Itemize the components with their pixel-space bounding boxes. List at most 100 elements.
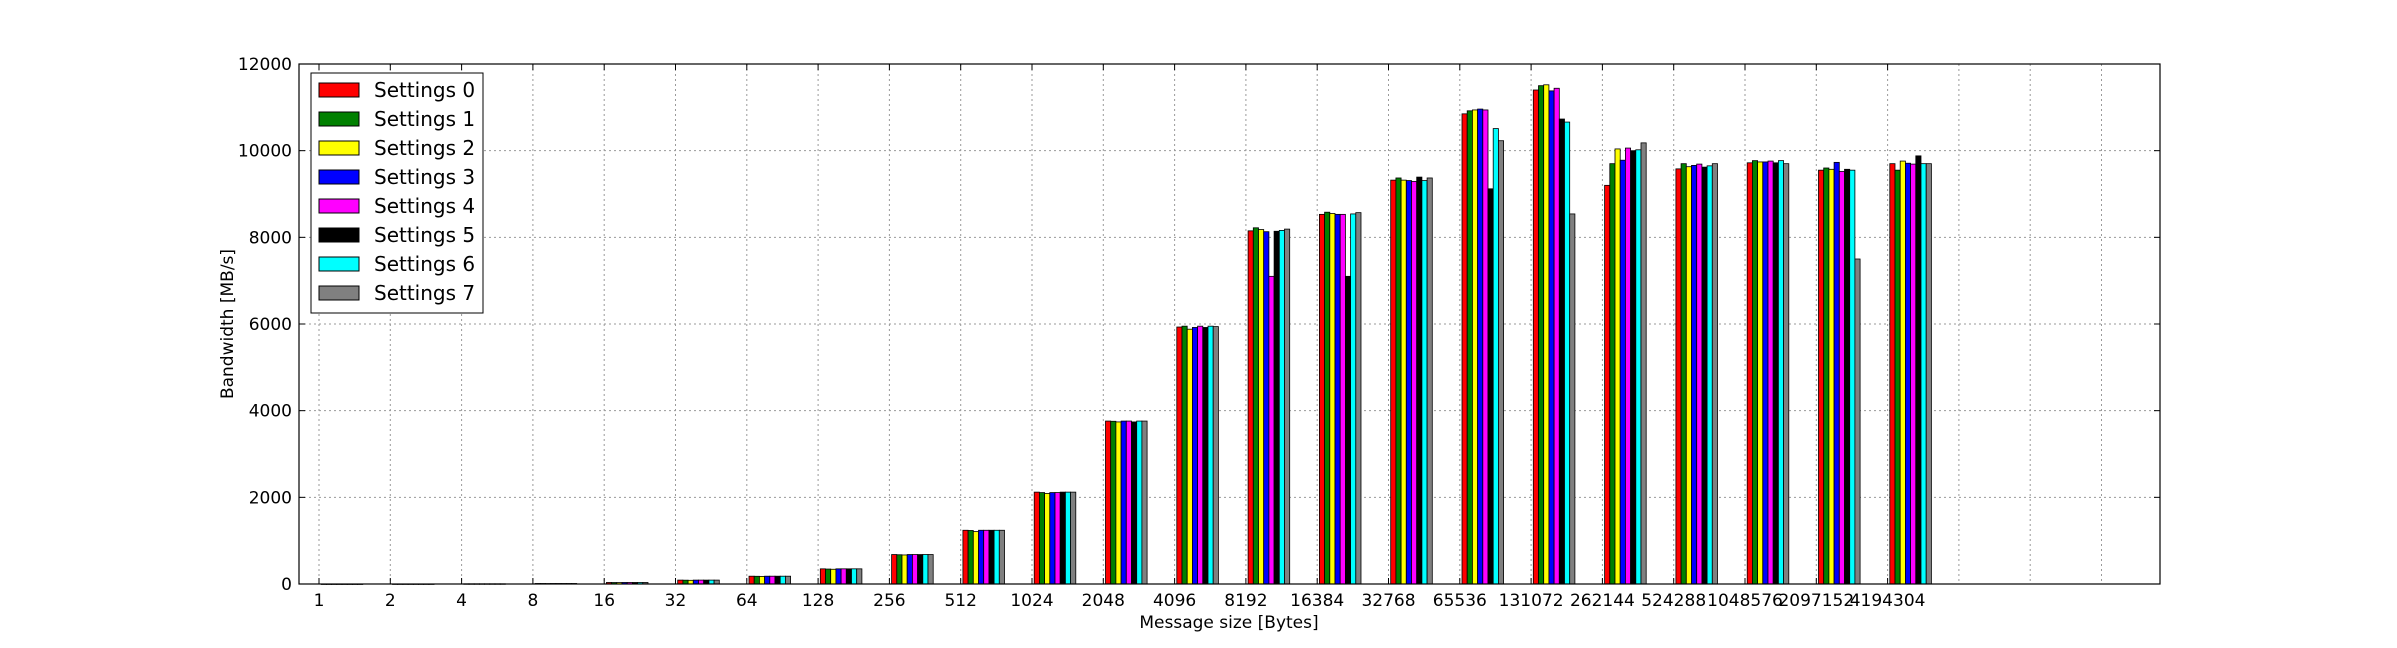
- bar-settings-7: [1212, 326, 1219, 585]
- bar-settings-5: [917, 554, 924, 585]
- bar-settings-0: [1461, 113, 1468, 585]
- bar-settings-5: [988, 529, 995, 585]
- x-axis-title: Message size [Bytes]: [1139, 613, 1318, 633]
- bar-settings-0: [1247, 230, 1254, 585]
- bar-settings-0: [1889, 163, 1896, 585]
- bar-settings-5: [1558, 118, 1565, 585]
- bar-settings-4: [769, 575, 776, 585]
- x-tick-label: 4096: [1153, 591, 1196, 611]
- x-tick-label: 65536: [1433, 591, 1487, 611]
- bar-settings-3: [1477, 108, 1484, 585]
- bar-settings-7: [1426, 177, 1433, 585]
- x-tick-label: 2097152: [1778, 591, 1854, 611]
- bar-settings-7: [1284, 228, 1291, 585]
- bar-settings-1: [1395, 177, 1402, 585]
- bar-settings-2: [1543, 84, 1550, 585]
- bar-settings-6: [1136, 420, 1143, 585]
- bar-settings-4: [1696, 163, 1703, 585]
- bar-settings-2: [759, 576, 766, 585]
- bar-settings-3: [1833, 161, 1840, 585]
- x-tick-label: 2048: [1082, 591, 1125, 611]
- bar-settings-0: [1675, 168, 1682, 585]
- bar-settings-3: [1691, 164, 1698, 585]
- bar-settings-0: [1746, 162, 1753, 585]
- bar-settings-4: [1125, 420, 1132, 585]
- bar-settings-1: [1680, 163, 1687, 585]
- axis-ticks: [299, 63, 2160, 585]
- bar-settings-7: [1925, 163, 1932, 585]
- bar-settings-2: [1899, 160, 1906, 585]
- x-tick-labels: 1 2 4 8 16 32 64 128 256 512 1024 2048 4096 8192 16384…: [314, 591, 1926, 611]
- bar-settings-2: [1472, 109, 1479, 585]
- bar-settings-4: [1767, 160, 1774, 585]
- legend-label: Settings 2: [374, 136, 475, 160]
- bar-settings-1: [1466, 110, 1473, 585]
- bar-settings-6: [1492, 128, 1499, 585]
- legend: Settings 0 Settings 1 Settings 2 Settings 3…: [310, 72, 484, 314]
- bar-settings-4: [1339, 213, 1346, 585]
- legend-swatch: [318, 256, 360, 272]
- bar-settings-4: [983, 529, 990, 585]
- bar-settings-6: [1706, 165, 1713, 585]
- legend-label: Settings 3: [374, 165, 475, 189]
- bar-settings-0: [1033, 491, 1040, 585]
- bar-settings-0: [1105, 420, 1112, 585]
- bar-settings-1: [825, 568, 832, 585]
- bar-settings-3: [1120, 420, 1127, 585]
- bar-settings-1: [1538, 85, 1545, 585]
- legend-label: Settings 0: [374, 78, 475, 102]
- bar-settings-3: [1548, 90, 1555, 585]
- bar-settings-3: [1405, 180, 1412, 585]
- bar-settings-0: [1532, 89, 1539, 585]
- bar-settings-7: [1711, 163, 1718, 585]
- bar-settings-6: [1920, 163, 1927, 585]
- bar-settings-5: [1630, 150, 1637, 585]
- bar-settings-3: [835, 568, 842, 585]
- bar-settings-6: [1849, 169, 1856, 585]
- bar-settings-2: [1828, 168, 1835, 585]
- bar-settings-0: [1390, 179, 1397, 585]
- x-tick-label: 1048576: [1707, 591, 1783, 611]
- bar-settings-3: [1334, 213, 1341, 585]
- bar-settings-1: [967, 530, 974, 585]
- bar-settings-5: [1772, 162, 1779, 585]
- bar-settings-7: [785, 575, 792, 585]
- bar-settings-1: [1110, 420, 1117, 585]
- x-tick-label: 8: [527, 591, 538, 611]
- bar-settings-2: [972, 531, 979, 585]
- bar-settings-7: [1569, 213, 1576, 585]
- bar-settings-2: [901, 554, 908, 585]
- bar-settings-2: [1685, 166, 1692, 585]
- bar-settings-2: [1186, 328, 1193, 585]
- bar-settings-0: [891, 554, 898, 585]
- x-tick-label: 8192: [1224, 591, 1267, 611]
- x-tick-label: 512: [944, 591, 976, 611]
- bar-settings-1: [1894, 169, 1901, 585]
- bar-settings-7: [856, 568, 863, 585]
- x-tick-label: 64: [736, 591, 758, 611]
- bar-settings-0: [819, 568, 826, 585]
- legend-swatch: [318, 198, 360, 214]
- bar-settings-6: [1421, 180, 1428, 585]
- bar-settings-6: [1207, 325, 1214, 585]
- x-tick-label: 131072: [1499, 591, 1564, 611]
- bar-settings-7: [927, 554, 934, 585]
- bar-settings-3: [1905, 162, 1912, 585]
- bar-settings-3: [1263, 231, 1270, 585]
- bar-settings-4: [1268, 275, 1275, 585]
- bar-settings-4: [1838, 171, 1845, 585]
- bar-settings-7: [1783, 163, 1790, 585]
- bar-settings-1: [1324, 211, 1331, 585]
- legend-swatch: [318, 285, 360, 301]
- legend-swatch: [318, 169, 360, 185]
- bar-settings-2: [1258, 229, 1265, 585]
- y-tick-label: 12000: [238, 55, 292, 75]
- bar-settings-5: [1416, 176, 1423, 585]
- bar-settings-3: [1619, 159, 1626, 585]
- y-tick-label: 6000: [249, 315, 292, 335]
- bar-settings-0: [1818, 169, 1825, 585]
- bar-settings-6: [1278, 229, 1285, 585]
- bar-settings-6: [993, 529, 1000, 585]
- y-axis-title: Bandwidth [MB/s]: [218, 249, 238, 399]
